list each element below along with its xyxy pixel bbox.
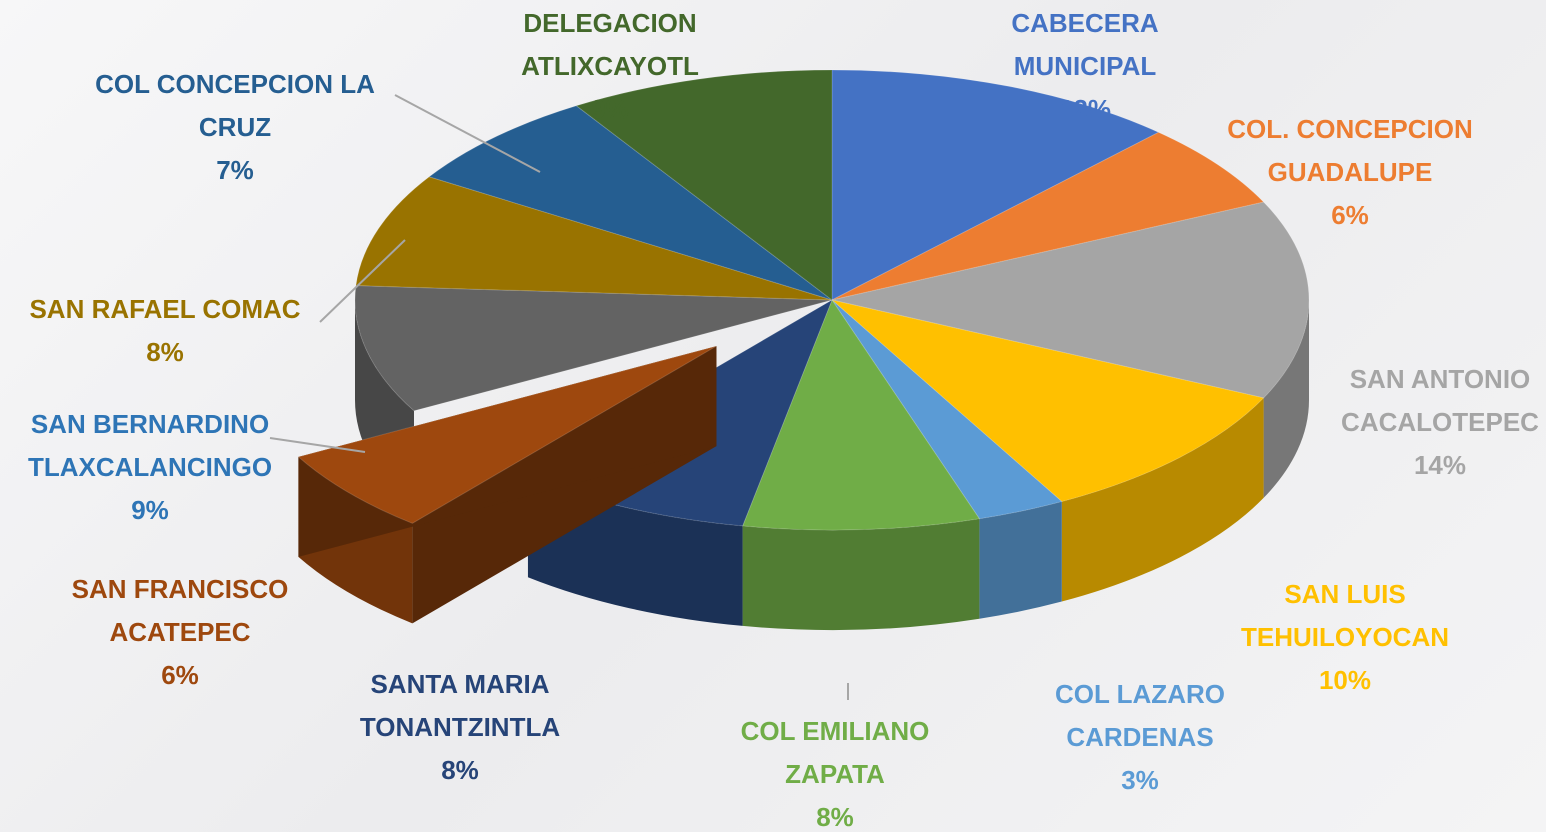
- percent-label: 6%: [161, 660, 199, 690]
- leader-line: [319, 239, 406, 323]
- category-label: SAN FRANCISCO ACATEPEC: [71, 574, 289, 647]
- percent-label: 12%: [1058, 94, 1112, 124]
- category-label: SAN RAFAEL COMAC: [29, 294, 301, 324]
- category-label: SAN LUIS TEHUILOYOCAN: [1241, 579, 1449, 652]
- percent-label: 3%: [1121, 765, 1159, 795]
- category-label: SAN ANTONIO CACALOTEPEC: [1341, 364, 1539, 437]
- percent-label: 8%: [816, 802, 854, 832]
- data-label: COL LAZARO CARDENAS 3%: [1040, 673, 1240, 802]
- slice: [354, 285, 833, 412]
- data-label: SAN RAFAEL COMAC 8%: [0, 288, 330, 374]
- data-label: SAN LUIS TEHUILOYOCAN 10%: [1215, 573, 1475, 702]
- category-label: COL EMILIANO ZAPATA: [740, 716, 930, 789]
- category-label: COL. CONCEPCION GUADALUPE: [1227, 114, 1473, 187]
- category-label: COL LAZARO CARDENAS: [1055, 679, 1225, 752]
- percent-label: 8%: [441, 755, 479, 785]
- slice-side: [1263, 300, 1309, 498]
- slice: [831, 299, 1265, 503]
- category-label: SANTA MARIA TONANTZINTLA: [359, 669, 561, 742]
- percent-label: 10%: [1318, 665, 1372, 695]
- percent-label: 6%: [1331, 200, 1369, 230]
- leader-line: [394, 94, 541, 173]
- data-label: CABECERA MUNICIPAL 12%: [975, 2, 1195, 131]
- data-label: COL EMILIANO ZAPATA 8%: [715, 710, 955, 839]
- leader-line: [269, 437, 366, 453]
- data-label: COL. CONCEPCION GUADALUPE 6%: [1200, 108, 1500, 237]
- percent-label: 8%: [146, 337, 184, 367]
- data-label: SAN FRANCISCO ACATEPEC 6%: [50, 568, 310, 697]
- percent-label: 7%: [216, 155, 254, 185]
- pie-body: [354, 69, 1310, 630]
- slice: [297, 345, 717, 524]
- slice: [428, 105, 833, 301]
- percent-label: 14%: [1413, 450, 1467, 480]
- slice: [831, 299, 1063, 520]
- category-label: CABECERA MUNICIPAL: [1011, 8, 1159, 81]
- slice: [741, 298, 981, 531]
- slice-side: [1061, 397, 1264, 602]
- slice-side: [979, 501, 1062, 619]
- percent-label: 9%: [591, 94, 629, 124]
- data-label: COL CONCEPCION LA CRUZ 7%: [70, 63, 400, 192]
- slice: [575, 69, 833, 302]
- data-label: SAN BERNARDINO TLAXCALANCINGO 9%: [10, 403, 290, 532]
- data-label: SAN ANTONIO CACALOTEPEC 14%: [1320, 358, 1546, 487]
- percent-label: 9%: [131, 495, 169, 525]
- category-label: COL CONCEPCION LA CRUZ: [95, 69, 375, 142]
- slice: [831, 131, 1265, 301]
- slice: [831, 201, 1310, 399]
- category-label: SAN BERNARDINO TLAXCALANCINGO: [27, 409, 273, 482]
- category-label: DELEGACION ATLIXCAYOTL: [521, 8, 699, 81]
- data-label: DELEGACION ATLIXCAYOTL 9%: [500, 2, 720, 131]
- slice-side: [742, 518, 980, 630]
- data-label: SANTA MARIA TONANTZINTLA 8%: [330, 663, 590, 792]
- slice: [831, 69, 1160, 301]
- pie-exploded: [297, 345, 717, 624]
- slice: [355, 176, 833, 301]
